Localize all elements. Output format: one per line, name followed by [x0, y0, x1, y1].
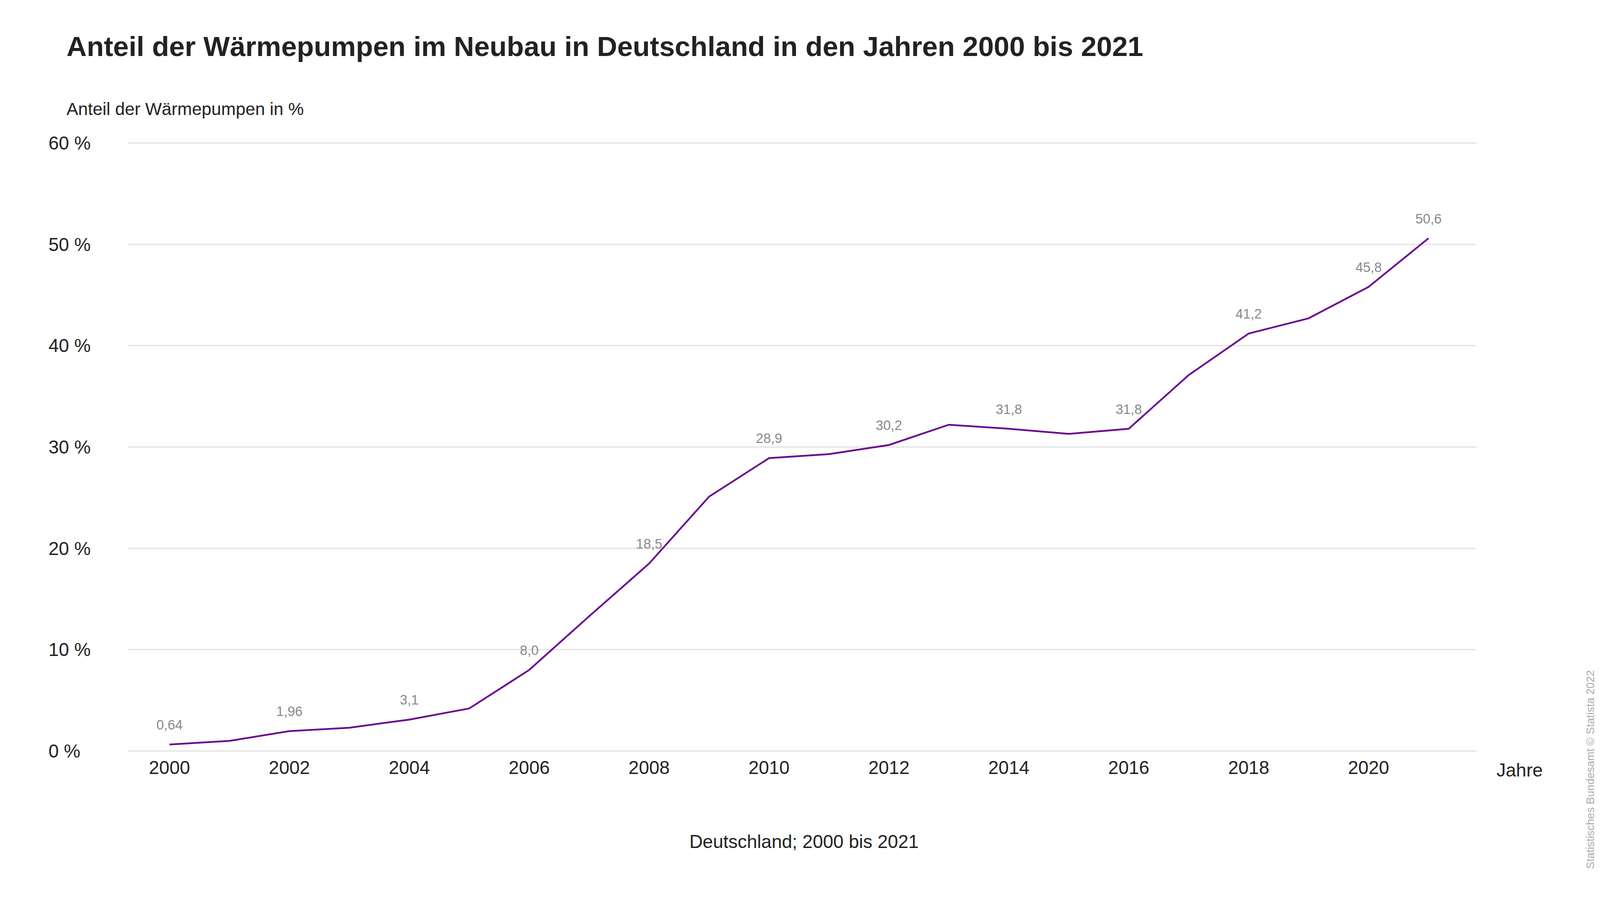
- svg-text:20 %: 20 %: [48, 538, 91, 559]
- html-text:Statistisches Bundesamt © Stat: Statistisches Bundesamt © Statista 2022: [1584, 670, 1597, 869]
- svg-text:50 %: 50 %: [48, 234, 91, 255]
- svg-text:2004: 2004: [388, 757, 430, 778]
- svg-text:60 %: 60 %: [48, 133, 91, 154]
- svg-text:2018: 2018: [1228, 757, 1269, 778]
- svg-text:40 %: 40 %: [48, 335, 91, 356]
- svg-text:2002: 2002: [269, 757, 310, 778]
- svg-text:50,6: 50,6: [1415, 211, 1442, 227]
- html-text:Anteil der Wärmepumpen im Neub: Anteil der Wärmepumpen im Neubau in Deut…: [66, 30, 1144, 62]
- svg-text:18,5: 18,5: [636, 536, 663, 552]
- svg-text:8,0: 8,0: [520, 643, 539, 658]
- svg-text:45,8: 45,8: [1355, 260, 1382, 275]
- svg-text:2020: 2020: [1348, 757, 1389, 778]
- svg-text:2016: 2016: [1108, 757, 1149, 778]
- svg-text:0 %: 0 %: [48, 741, 81, 762]
- svg-text:2006: 2006: [508, 757, 550, 778]
- svg-text:1,96: 1,96: [276, 704, 303, 719]
- svg-text:0,64: 0,64: [156, 717, 183, 733]
- svg-text:2014: 2014: [988, 757, 1030, 778]
- svg-text:41,2: 41,2: [1235, 306, 1262, 322]
- svg-text:30 %: 30 %: [48, 437, 91, 458]
- svg-text:2000: 2000: [149, 757, 190, 778]
- svg-text:2008: 2008: [628, 757, 670, 778]
- svg-text:10 %: 10 %: [48, 639, 91, 660]
- html-text:Jahre: Jahre: [1496, 760, 1543, 781]
- html-text:Deutschland; 2000 bis 2021: Deutschland; 2000 bis 2021: [689, 831, 919, 852]
- svg-text:2010: 2010: [748, 757, 790, 778]
- svg-text:31,8: 31,8: [995, 402, 1022, 417]
- svg-text:28,9: 28,9: [756, 431, 783, 446]
- svg-text:2012: 2012: [868, 757, 910, 778]
- svg-text:30,2: 30,2: [876, 418, 903, 433]
- svg-text:3,1: 3,1: [400, 692, 419, 708]
- html-text:Anteil der Wärmepumpen in %: Anteil der Wärmepumpen in %: [66, 99, 304, 119]
- svg-text:31,8: 31,8: [1115, 402, 1142, 417]
